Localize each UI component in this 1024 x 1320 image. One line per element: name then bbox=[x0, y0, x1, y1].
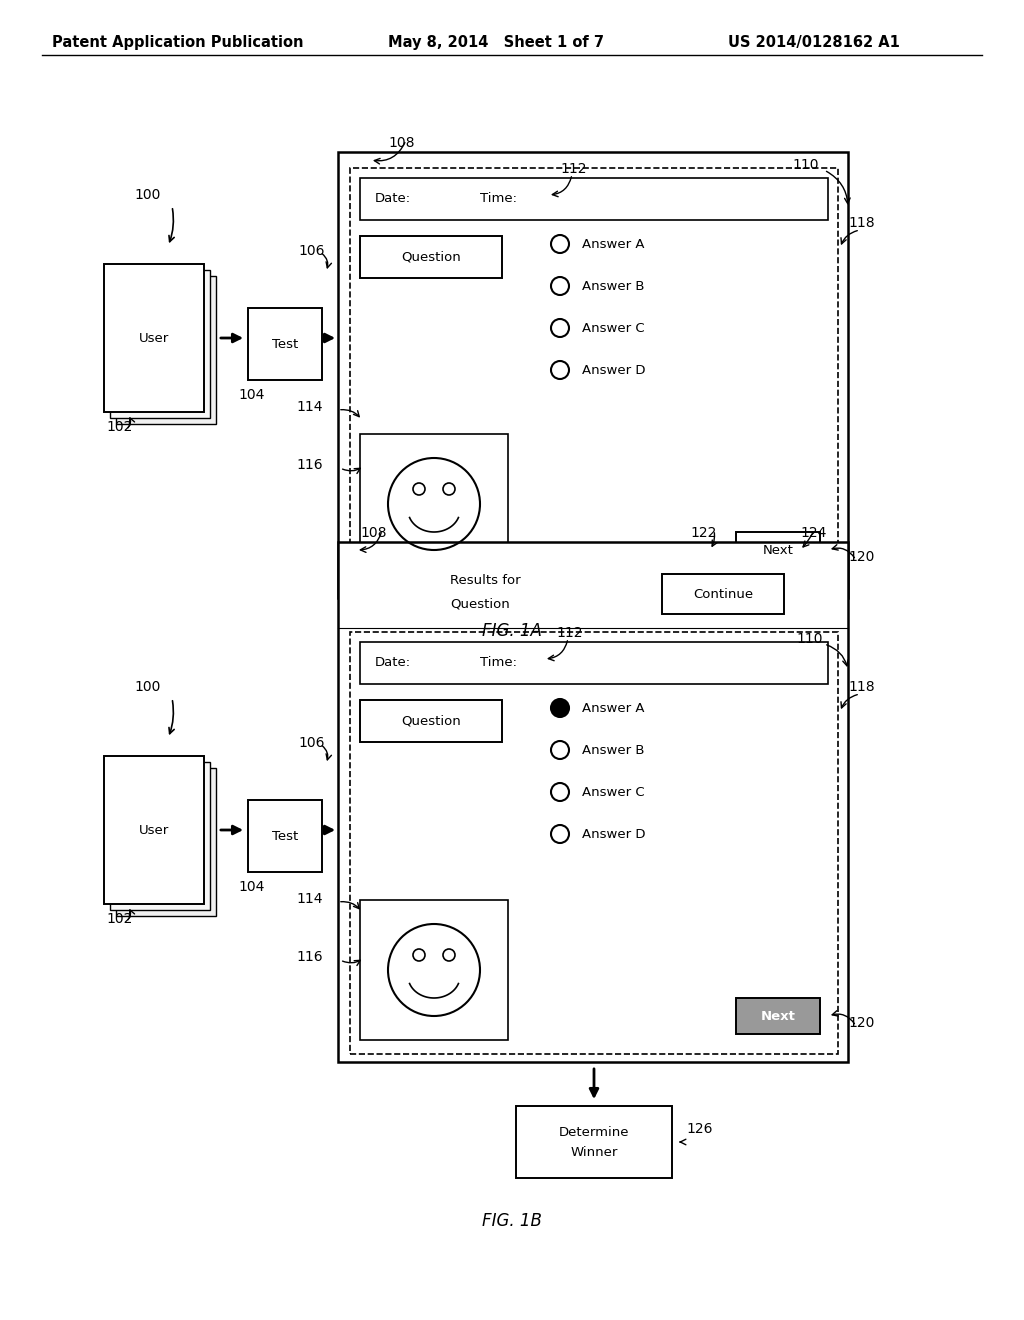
Text: 112: 112 bbox=[560, 162, 587, 176]
Text: Determine: Determine bbox=[559, 1126, 630, 1138]
Text: 116: 116 bbox=[296, 458, 323, 473]
FancyBboxPatch shape bbox=[248, 800, 322, 873]
Text: Test: Test bbox=[272, 829, 298, 842]
FancyBboxPatch shape bbox=[360, 900, 508, 1040]
Text: US 2014/0128162 A1: US 2014/0128162 A1 bbox=[728, 36, 900, 50]
Text: Winner: Winner bbox=[570, 1146, 617, 1159]
Text: User: User bbox=[139, 824, 169, 837]
FancyBboxPatch shape bbox=[248, 308, 322, 380]
Text: 110: 110 bbox=[796, 632, 822, 645]
Text: Question: Question bbox=[401, 714, 461, 727]
Text: Answer C: Answer C bbox=[582, 322, 645, 334]
Text: Question: Question bbox=[401, 251, 461, 264]
Text: Results for: Results for bbox=[450, 573, 520, 586]
Text: 120: 120 bbox=[848, 550, 874, 564]
FancyBboxPatch shape bbox=[116, 276, 216, 424]
Text: 108: 108 bbox=[360, 525, 386, 540]
Text: User: User bbox=[139, 331, 169, 345]
Text: 102: 102 bbox=[106, 420, 132, 434]
FancyBboxPatch shape bbox=[116, 768, 216, 916]
FancyBboxPatch shape bbox=[338, 152, 848, 598]
Text: Test: Test bbox=[272, 338, 298, 351]
Text: 104: 104 bbox=[238, 880, 264, 894]
Text: Question: Question bbox=[450, 598, 510, 610]
Text: 126: 126 bbox=[686, 1122, 713, 1137]
FancyBboxPatch shape bbox=[360, 236, 502, 279]
Text: Answer D: Answer D bbox=[582, 363, 645, 376]
Text: 110: 110 bbox=[792, 158, 818, 172]
Text: Answer D: Answer D bbox=[582, 828, 645, 841]
Text: Time:: Time: bbox=[480, 656, 517, 669]
Text: Date:: Date: bbox=[375, 656, 411, 669]
Text: Time:: Time: bbox=[480, 193, 517, 206]
FancyBboxPatch shape bbox=[360, 700, 502, 742]
FancyBboxPatch shape bbox=[360, 178, 828, 220]
Text: Next: Next bbox=[761, 1010, 796, 1023]
Text: FIG. 1A: FIG. 1A bbox=[482, 622, 542, 640]
Text: 104: 104 bbox=[238, 388, 264, 403]
Text: Answer B: Answer B bbox=[582, 280, 644, 293]
Text: 112: 112 bbox=[556, 626, 583, 640]
Circle shape bbox=[551, 700, 569, 717]
Text: 100: 100 bbox=[134, 187, 161, 202]
Text: 100: 100 bbox=[134, 680, 161, 694]
Text: Answer A: Answer A bbox=[582, 238, 644, 251]
FancyBboxPatch shape bbox=[104, 264, 204, 412]
Text: Next: Next bbox=[763, 544, 794, 557]
FancyBboxPatch shape bbox=[360, 434, 508, 574]
FancyBboxPatch shape bbox=[736, 998, 820, 1034]
Text: 118: 118 bbox=[848, 216, 874, 230]
Text: 114: 114 bbox=[296, 400, 323, 414]
Text: Continue: Continue bbox=[693, 587, 753, 601]
Text: Answer C: Answer C bbox=[582, 785, 645, 799]
FancyBboxPatch shape bbox=[110, 762, 210, 909]
Text: Answer B: Answer B bbox=[582, 743, 644, 756]
FancyBboxPatch shape bbox=[736, 532, 820, 568]
FancyBboxPatch shape bbox=[350, 632, 838, 1053]
Text: 122: 122 bbox=[690, 525, 717, 540]
Text: 124: 124 bbox=[800, 525, 826, 540]
Text: Patent Application Publication: Patent Application Publication bbox=[52, 36, 303, 50]
Text: 108: 108 bbox=[388, 136, 415, 150]
Text: 116: 116 bbox=[296, 950, 323, 964]
FancyBboxPatch shape bbox=[350, 168, 838, 587]
Text: May 8, 2014   Sheet 1 of 7: May 8, 2014 Sheet 1 of 7 bbox=[388, 36, 604, 50]
FancyBboxPatch shape bbox=[662, 574, 784, 614]
FancyBboxPatch shape bbox=[338, 543, 848, 1063]
FancyBboxPatch shape bbox=[516, 1106, 672, 1177]
FancyBboxPatch shape bbox=[104, 756, 204, 904]
Text: 114: 114 bbox=[296, 892, 323, 906]
Text: Date:: Date: bbox=[375, 193, 411, 206]
FancyBboxPatch shape bbox=[110, 271, 210, 418]
Text: Answer A: Answer A bbox=[582, 701, 644, 714]
Text: 106: 106 bbox=[298, 244, 325, 257]
Text: 118: 118 bbox=[848, 680, 874, 694]
Text: 106: 106 bbox=[298, 737, 325, 750]
FancyBboxPatch shape bbox=[360, 642, 828, 684]
Text: FIG. 1B: FIG. 1B bbox=[482, 1212, 542, 1230]
Text: 120: 120 bbox=[848, 1016, 874, 1030]
Text: 102: 102 bbox=[106, 912, 132, 927]
